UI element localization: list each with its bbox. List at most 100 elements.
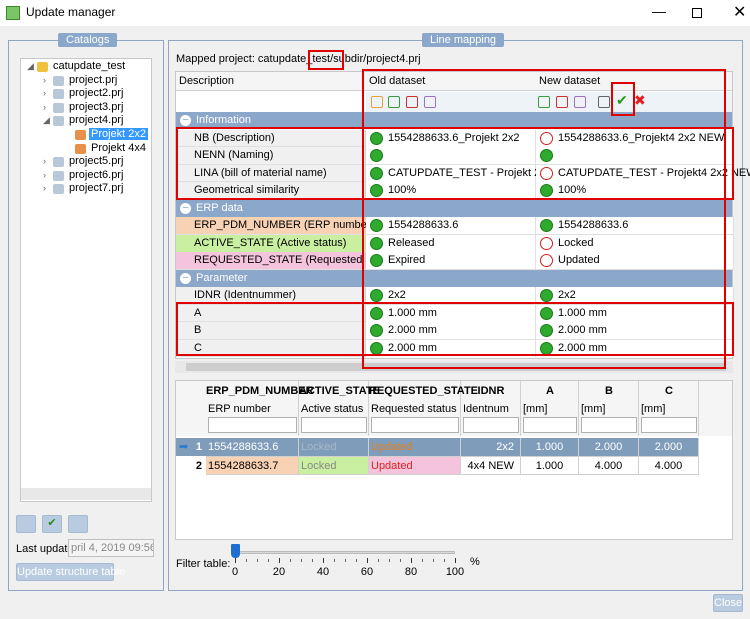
column-name: REQUESTED_STATE — [369, 385, 478, 397]
value-text: 1.000 mm — [388, 306, 437, 319]
column-name: IDNR — [477, 385, 505, 397]
mapped-suffix: /project4.prj — [363, 53, 421, 65]
close-window-button[interactable]: ✕ — [733, 4, 747, 21]
description-cell — [176, 234, 366, 252]
tree-item: project.prj — [69, 73, 118, 86]
value-text: 100% — [558, 184, 587, 196]
status-indicator — [540, 219, 553, 232]
tick-label: 100 — [445, 566, 465, 578]
table-cell: Locked — [299, 438, 369, 457]
tick-mark — [235, 558, 236, 563]
table-cell: 2x2 — [461, 438, 521, 457]
slider-thumb[interactable] — [231, 544, 240, 558]
minor-tick — [301, 559, 302, 562]
description-cell — [176, 252, 366, 269]
group-header — [176, 112, 732, 129]
apply-button[interactable] — [16, 515, 36, 533]
maximize-button[interactable] — [692, 8, 702, 18]
minor-tick — [268, 559, 269, 562]
value-text: Expired — [388, 254, 426, 266]
toolbar-icon — [388, 96, 400, 108]
app-icon — [6, 6, 20, 20]
group-toggle: − — [180, 115, 191, 126]
mapping-grid: Description Old dataset New dataset ✔ ✖ − Info… — [175, 71, 750, 359]
tree-expander: ◢ — [27, 61, 34, 71]
tree-expander: ◢ — [43, 115, 50, 126]
column-sub: Active status — [301, 403, 364, 415]
confirm-button[interactable]: ✔ — [42, 515, 62, 533]
tree-icon — [75, 130, 86, 140]
status-indicator — [540, 236, 553, 250]
value-cell — [366, 217, 536, 234]
value-text: 2.000 mm — [558, 324, 607, 336]
close-button[interactable]: Close — [713, 594, 743, 612]
value-cell — [366, 129, 536, 147]
row-number: 1 — [176, 438, 206, 456]
tree-icon — [53, 116, 64, 127]
minor-tick — [257, 559, 258, 562]
tree-expander: › — [43, 74, 46, 85]
toolbar-icon — [598, 96, 610, 108]
filter-slider[interactable]: 0 20 40 60 80 100% — [225, 544, 485, 584]
value-text: 2.000 mm — [388, 341, 437, 354]
tree-scrollbar — [21, 488, 151, 500]
tree-icon — [53, 89, 64, 100]
value-cell — [366, 322, 536, 339]
filter-input — [523, 417, 577, 433]
row-pointer: ➡ — [179, 441, 189, 453]
minor-tick — [290, 559, 291, 562]
filter-input — [581, 417, 637, 433]
minimize-button[interactable]: — — [652, 3, 666, 19]
group-toggle: − — [180, 202, 191, 214]
mapped-project: Mapped project: catupdate_test/subdir/pr… — [176, 53, 421, 65]
column-sub: [mm] — [581, 403, 606, 415]
line-mapping-title: Line mapping — [422, 33, 505, 47]
status-indicator — [370, 219, 383, 232]
value-text: CATUPDATE_TEST - Projekt4 2x2 NEW — [558, 166, 750, 179]
export-button[interactable] — [68, 515, 88, 533]
table-cell: Updated — [369, 456, 461, 475]
tick-mark — [455, 558, 456, 563]
tree-item: catupdate_test — [53, 60, 126, 72]
minor-tick — [246, 559, 247, 562]
value-text: 2.000 mm — [558, 341, 607, 354]
toolbar-icon — [574, 96, 586, 108]
status-indicator — [540, 131, 553, 145]
column-sub: ERP number — [208, 403, 271, 415]
group-header — [176, 269, 732, 287]
value-text: 1554288633.6 — [388, 219, 459, 231]
value-text: Locked — [558, 236, 594, 249]
table-cell: Updated — [369, 438, 461, 457]
tree-item: project2.prj — [69, 87, 124, 100]
toolbar-icon — [424, 96, 436, 108]
status-indicator — [370, 149, 383, 162]
tree-icon — [37, 62, 48, 72]
slider-track — [235, 551, 455, 554]
column-header: New dataset — [539, 75, 601, 87]
value-cell — [366, 252, 536, 269]
toolbar-icon — [538, 96, 550, 108]
tree-icon — [53, 102, 64, 113]
catalogs-title: Catalogs — [58, 33, 118, 47]
update-structure-button[interactable]: Update structure table — [16, 563, 125, 581]
minor-tick — [345, 559, 346, 562]
status-indicator — [540, 306, 553, 320]
value-text: Released — [388, 236, 435, 249]
toolbar-icon — [406, 96, 418, 108]
value-cell — [536, 287, 734, 304]
description-cell — [176, 164, 366, 182]
description-cell — [176, 217, 366, 234]
description: ERP_PDM_NUMBER (ERP number) — [194, 219, 375, 231]
filter-input — [301, 417, 367, 433]
result-table: ERP_PDM_NUMBER ERP number ACTIVE_STATE Acti… — [175, 380, 733, 540]
table-cell: 1554288633.7 — [206, 456, 299, 475]
minor-tick — [422, 559, 423, 562]
status-indicator — [540, 289, 553, 302]
tree-icon — [53, 170, 64, 181]
window-title: Update manager — [26, 5, 116, 19]
column-header — [579, 381, 639, 436]
minor-tick — [444, 559, 445, 562]
value-text: CATUPDATE_TEST - Projekt 2x2 — [388, 166, 552, 179]
tick-mark — [323, 558, 324, 563]
